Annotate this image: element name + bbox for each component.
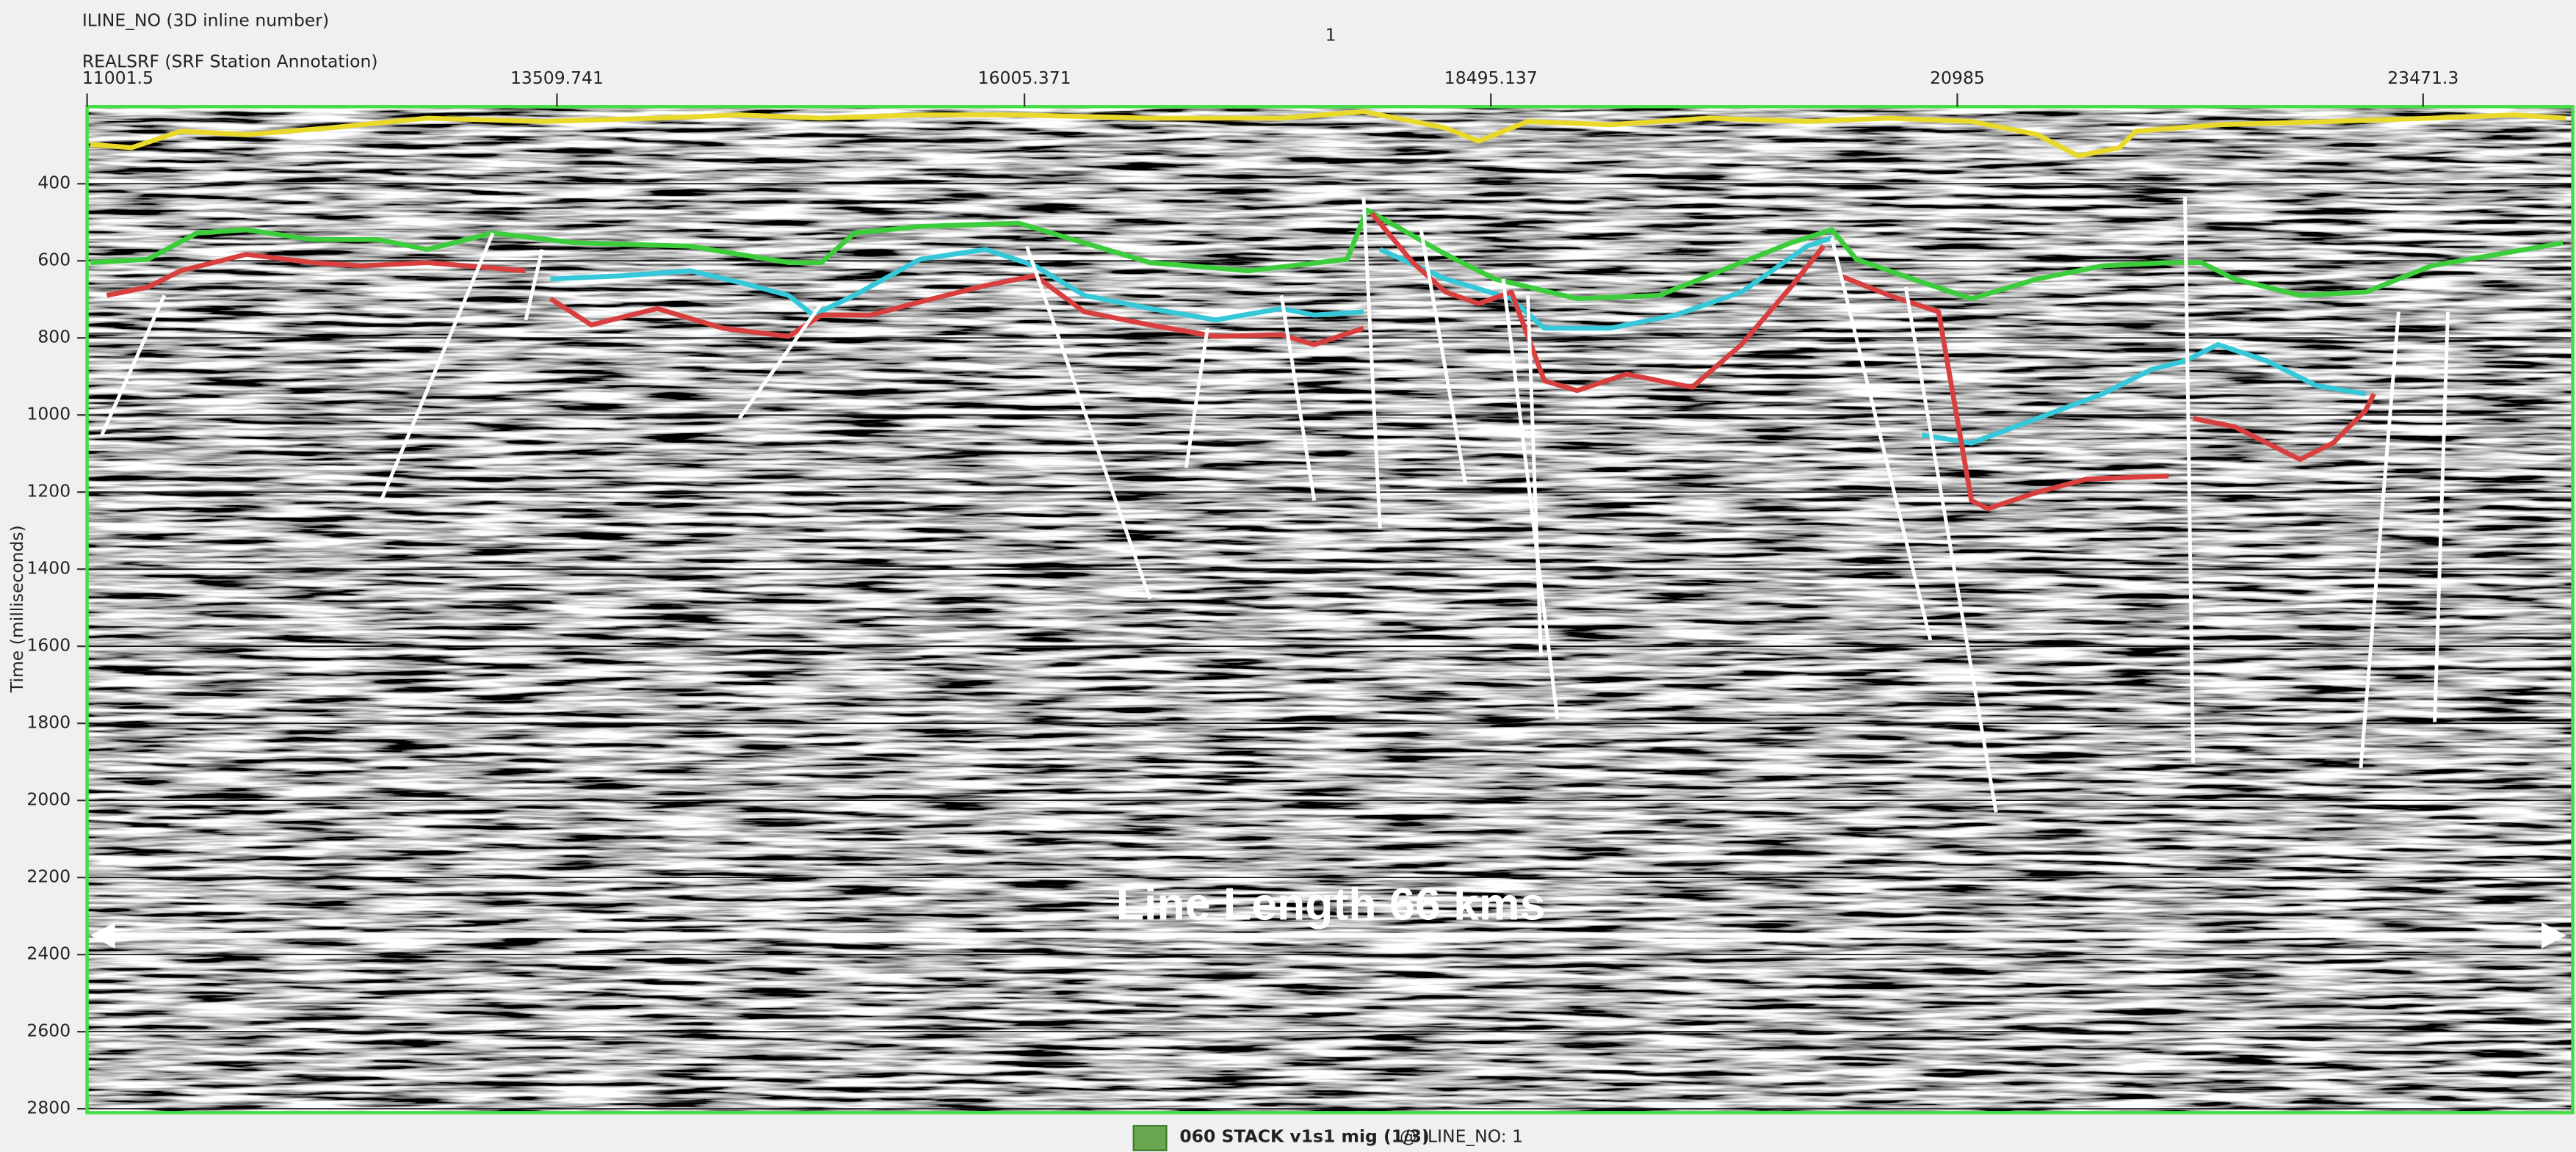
y-tick-label: 1600 xyxy=(26,635,70,656)
dataset-name: 060 STACK v1s1 mig (1/3) xyxy=(1179,1126,1429,1146)
x-tick-label: 11001.5 xyxy=(82,68,153,88)
y-tick-label: 2000 xyxy=(26,789,70,810)
y-tick-label: 1800 xyxy=(26,712,70,733)
y-tick-label: 1400 xyxy=(26,558,70,579)
y-tick-label: 1200 xyxy=(26,481,70,501)
inline-value: 1 xyxy=(1325,25,1336,46)
x-tick-label: 23471.3 xyxy=(2387,68,2459,88)
y-tick-label: 1000 xyxy=(26,404,70,424)
y-tick-label: 800 xyxy=(37,327,70,347)
dataset-context: @ ILINE_NO: 1 xyxy=(1400,1126,1523,1146)
x-tick-label: 16005.371 xyxy=(978,68,1071,88)
x-tick-label: 18495.137 xyxy=(1444,68,1538,88)
dataset-icon xyxy=(1134,1126,1167,1151)
time-axis-label: Time (milliseconds) xyxy=(7,525,27,693)
y-tick-label: 400 xyxy=(37,173,70,193)
y-tick-label: 2400 xyxy=(26,943,70,964)
inline-label: ILINE_NO (3D inline number) xyxy=(82,10,329,31)
seismic-section xyxy=(87,106,2573,1112)
x-tick-label: 13509.741 xyxy=(510,68,604,88)
y-tick-label: 2600 xyxy=(26,1021,70,1041)
x-tick-label: 20985 xyxy=(1930,68,1985,88)
page: ILINE_NO (3D inline number) 1 REALSRF (S… xyxy=(0,0,2576,1152)
y-tick-label: 2800 xyxy=(26,1098,70,1118)
y-tick-label: 600 xyxy=(37,250,70,270)
y-tick-label: 2200 xyxy=(26,866,70,887)
annotation: Line Length 66 kms xyxy=(1116,879,1546,930)
seismic-viewer: ILINE_NO (3D inline number) 1 REALSRF (S… xyxy=(0,0,2576,1152)
